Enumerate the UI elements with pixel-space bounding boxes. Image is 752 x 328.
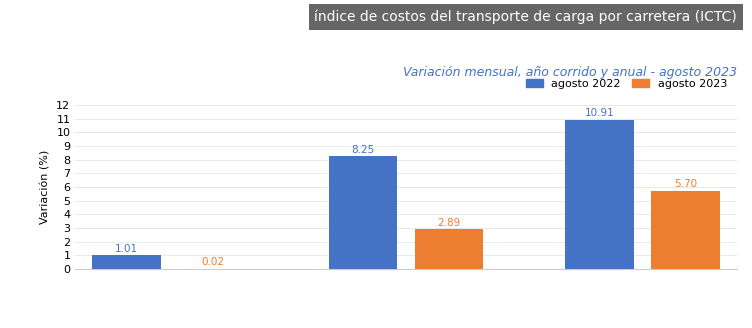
Y-axis label: Variación (%): Variación (%) bbox=[41, 150, 50, 224]
Text: índice de costos del transporte de carga por carretera (ICTC): índice de costos del transporte de carga… bbox=[314, 10, 737, 24]
Bar bbox=[329, 156, 398, 269]
Bar bbox=[414, 230, 484, 269]
Text: 2.89: 2.89 bbox=[438, 218, 461, 228]
Bar bbox=[92, 255, 161, 269]
Legend: agosto 2022, agosto 2023: agosto 2022, agosto 2023 bbox=[521, 74, 732, 93]
Text: 10.91: 10.91 bbox=[584, 108, 614, 118]
Bar bbox=[565, 120, 634, 269]
Text: 0.02: 0.02 bbox=[202, 257, 224, 267]
Text: 1.01: 1.01 bbox=[115, 243, 138, 254]
Text: 8.25: 8.25 bbox=[351, 145, 374, 154]
Bar bbox=[651, 191, 720, 269]
Text: 5.70: 5.70 bbox=[674, 179, 697, 189]
Text: Variación mensual, año corrido y anual - agosto 2023: Variación mensual, año corrido y anual -… bbox=[403, 66, 737, 79]
